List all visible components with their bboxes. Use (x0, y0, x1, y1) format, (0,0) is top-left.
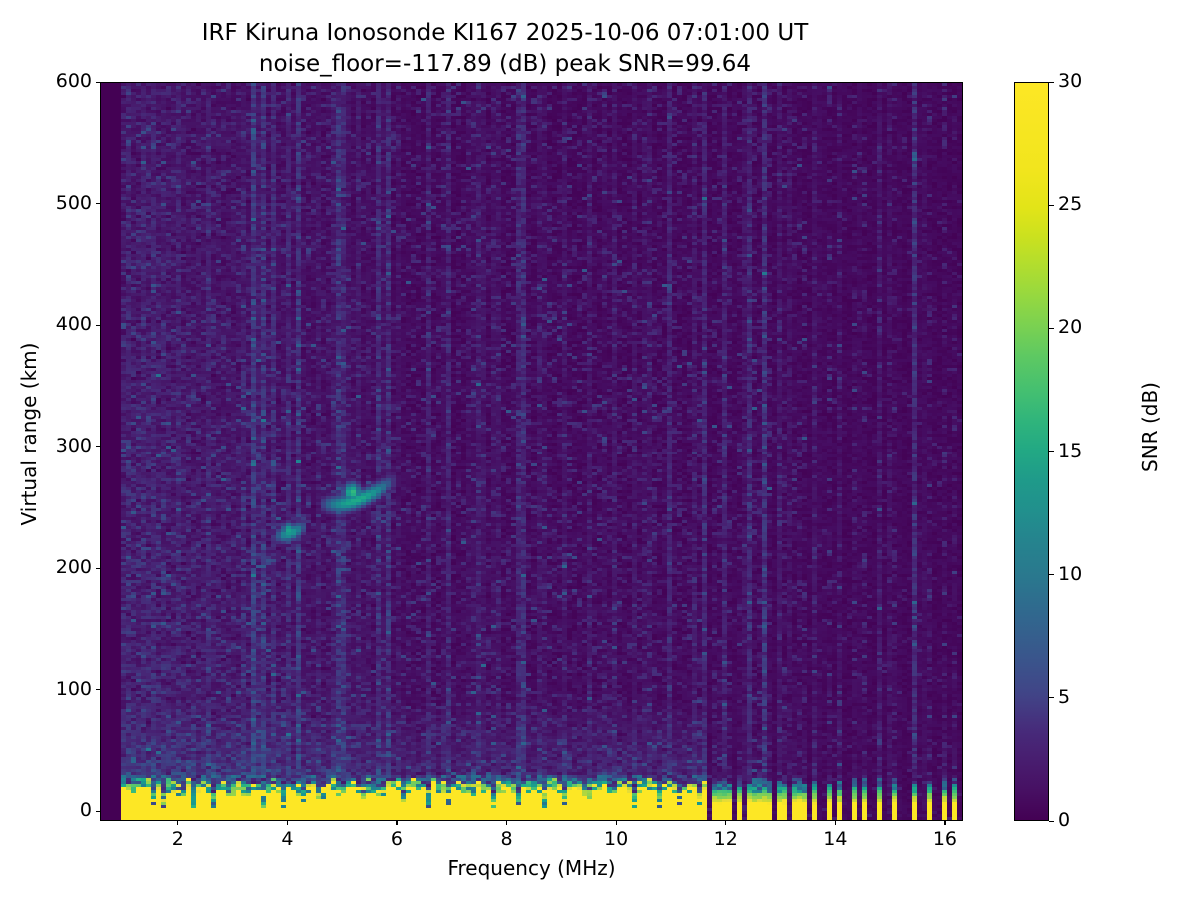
x-tick-label: 10 (604, 828, 629, 850)
colorbar-tick-label: 5 (1058, 685, 1071, 708)
x-axis-label: Frequency (MHz) (447, 856, 616, 880)
ionogram-axes (100, 82, 963, 821)
y-tick-label: 600 (55, 70, 92, 92)
colorbar-tick-mark (1049, 204, 1054, 206)
y-tick-label: 100 (55, 677, 92, 700)
x-tick-label: 6 (390, 828, 404, 850)
x-tick-mark (506, 821, 508, 825)
x-tick-mark (396, 821, 398, 825)
x-tick-mark (286, 821, 288, 825)
title-line-1: IRF Kiruna Ionosonde KI167 2025-10-06 07… (201, 20, 809, 46)
x-tick-mark (177, 821, 179, 825)
colorbar-tick-label: 0 (1058, 809, 1071, 831)
y-tick-label: 400 (55, 313, 92, 336)
colorbar-tick-label: 25 (1058, 193, 1083, 216)
y-tick-mark (96, 567, 100, 569)
x-tick-label: 8 (500, 828, 513, 850)
y-tick-mark (96, 689, 100, 691)
ionogram-canvas (101, 83, 962, 820)
colorbar-tick-mark (1049, 327, 1054, 329)
colorbar-tick-label: 30 (1058, 70, 1083, 92)
title-line-2: noise_floor=-117.89 (dB) peak SNR=99.64 (258, 51, 752, 77)
x-tick-label: 14 (823, 828, 848, 850)
y-tick-mark (96, 203, 100, 205)
x-tick-mark (725, 821, 727, 825)
colorbar-tick-label: 20 (1058, 316, 1083, 339)
y-tick-label: 300 (55, 434, 92, 457)
y-tick-label: 200 (55, 556, 92, 579)
page-title: IRF Kiruna Ionosonde KI167 2025-10-06 07… (0, 18, 1010, 80)
y-tick-mark (96, 324, 100, 326)
x-tick-label: 2 (171, 828, 184, 850)
colorbar-tick-mark (1049, 574, 1054, 576)
colorbar-tick-label: 10 (1058, 562, 1083, 585)
y-tick-label: 500 (55, 191, 92, 214)
colorbar-tick-label: 15 (1058, 439, 1083, 462)
ionogram-heatmap (101, 83, 962, 820)
y-tick-mark (96, 810, 100, 812)
colorbar-tick-mark (1049, 697, 1054, 699)
colorbar (1014, 82, 1049, 821)
x-tick-label: 4 (281, 828, 294, 850)
colorbar-tick-mark (1049, 820, 1054, 822)
x-tick-label: 12 (713, 828, 738, 850)
colorbar-tick-mark (1049, 81, 1054, 83)
y-tick-label: 0 (79, 799, 92, 822)
x-tick-mark (944, 821, 946, 825)
y-tick-mark (96, 446, 100, 448)
y-tick-mark (96, 81, 100, 83)
colorbar-tick-mark (1049, 451, 1054, 453)
x-tick-mark (615, 821, 617, 825)
colorbar-label: SNR (dB) (1138, 382, 1162, 472)
x-tick-mark (834, 821, 836, 825)
x-tick-label: 16 (932, 828, 957, 850)
